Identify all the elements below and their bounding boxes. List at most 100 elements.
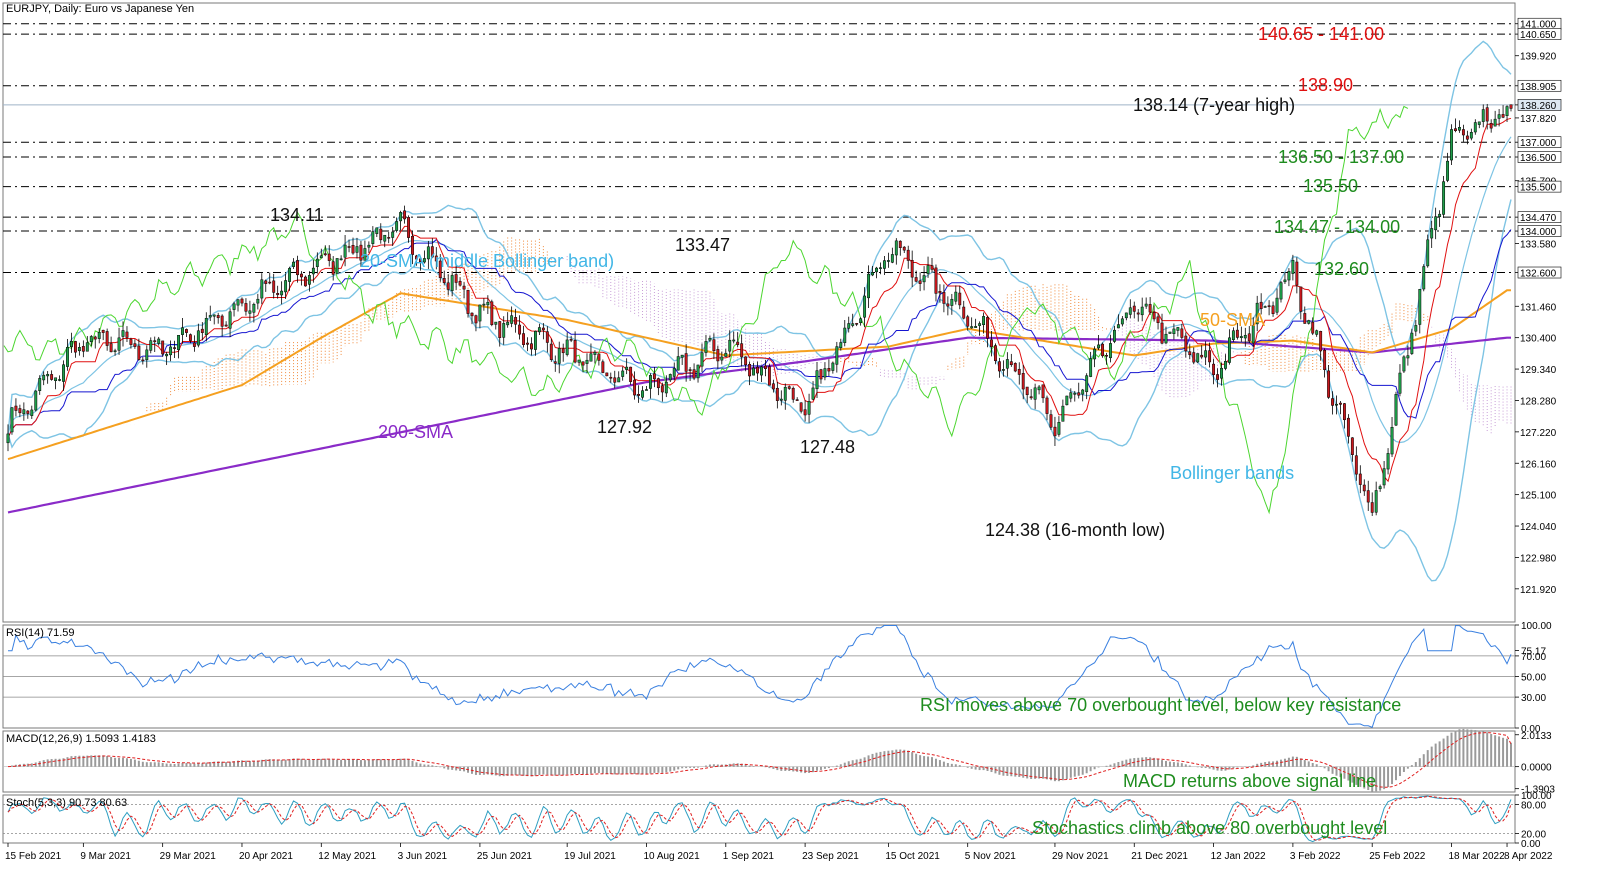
candle-body <box>1239 336 1243 338</box>
candle-body <box>109 343 113 353</box>
price-axis-tag <box>1517 211 1562 223</box>
candle-body <box>1275 297 1279 313</box>
candle-body <box>997 361 1001 372</box>
rsi-axis-label: 50.00 <box>1521 673 1546 684</box>
candle-body <box>1216 374 1219 380</box>
candle-body <box>14 405 18 411</box>
candle-body <box>145 349 149 361</box>
candle-body <box>1033 387 1037 400</box>
candle-body <box>649 375 652 389</box>
x-axis-label: 29 Mar 2021 <box>160 851 217 862</box>
candle-body <box>752 367 755 376</box>
candle-body <box>641 390 644 398</box>
candle-body <box>652 373 656 380</box>
candle-body <box>1176 327 1180 331</box>
candle-body <box>656 378 660 389</box>
candle-body <box>839 342 843 348</box>
candle-body <box>268 281 272 284</box>
candle-body <box>1374 490 1378 513</box>
candle-body <box>93 336 97 340</box>
candle-body <box>383 234 387 242</box>
window-title: EURJPY, Daily: Euro vs Japanese Yen <box>6 3 195 15</box>
candle-body <box>478 304 482 322</box>
candle-body <box>1390 426 1394 455</box>
candle-body <box>1350 437 1354 455</box>
candle-body <box>1013 363 1017 372</box>
x-axis-label: 18 Mar 2022 <box>1449 851 1506 862</box>
candle-body <box>149 340 153 351</box>
candle-body <box>898 240 902 248</box>
candle-body <box>609 376 613 379</box>
sma50-line <box>7 289 1511 461</box>
candle-body <box>192 342 196 347</box>
candle-body <box>958 292 962 306</box>
rsi-axis-label: 0.00 <box>1521 724 1541 735</box>
candle-body <box>1422 266 1426 290</box>
candle-body <box>66 347 69 367</box>
candle-body <box>1081 389 1085 395</box>
x-axis-label: 10 Aug 2021 <box>643 851 700 862</box>
candle-body <box>843 327 847 344</box>
level-label-134-47-134-00: 134.47 - 134.00 <box>1274 217 1401 237</box>
candle-body <box>1148 304 1152 313</box>
candle-body <box>553 361 557 364</box>
candle-body <box>1069 392 1073 399</box>
x-axis-label: 15 Feb 2021 <box>5 851 62 862</box>
candle-body <box>518 324 522 335</box>
candle-body <box>990 339 993 348</box>
candle-body <box>1442 181 1446 215</box>
x-axis-label: 3 Feb 2022 <box>1290 851 1341 862</box>
candle-body <box>549 343 553 360</box>
candle-body <box>835 346 839 365</box>
x-axis-label: 15 Oct 2021 <box>885 851 940 862</box>
candle-body <box>403 210 407 220</box>
seven-year-high-label: 138.14 (7-year high) <box>1133 95 1296 115</box>
candle-body <box>1394 394 1398 426</box>
candle-body <box>204 318 208 335</box>
x-axis-label: 12 Jan 2022 <box>1211 851 1266 862</box>
candle-body <box>851 323 855 326</box>
candle-body <box>1021 373 1025 390</box>
candle-body <box>605 372 609 377</box>
candle-body <box>1386 453 1390 470</box>
candle-body <box>157 338 161 344</box>
price-axis-label: 138.905 <box>1520 82 1557 93</box>
candle-body <box>974 326 978 328</box>
panel-frame-macd <box>2 730 1516 793</box>
x-axis-label: 8 Apr 2022 <box>1504 851 1553 862</box>
price-axis-label: 125.100 <box>1520 491 1557 502</box>
candle-body <box>672 368 676 377</box>
candle-body <box>1497 114 1501 119</box>
x-axis-label: 25 Feb 2022 <box>1369 851 1426 862</box>
candle-body <box>375 227 379 234</box>
candle-body <box>589 353 593 362</box>
bollinger-lower-line <box>7 199 1512 582</box>
candle-body <box>101 329 105 333</box>
candle-body <box>367 244 371 248</box>
x-axis-label: 25 Jun 2021 <box>477 851 532 862</box>
candle-body <box>926 265 930 274</box>
candle-body <box>113 350 117 352</box>
candle-body <box>331 261 335 275</box>
price-axis-tag <box>1517 266 1562 279</box>
price-axis-tag <box>1517 180 1562 193</box>
candle-body <box>613 377 617 383</box>
candle-body <box>561 348 565 354</box>
panel-frame-stoch <box>2 794 1516 844</box>
candle-body <box>1085 375 1089 393</box>
sma200-label: 200-SMA <box>378 422 454 442</box>
candle-body <box>173 347 176 349</box>
candle-body <box>224 324 228 327</box>
stoch-signal-line <box>7 795 1512 841</box>
price-axis-label: 130.400 <box>1520 334 1557 345</box>
candle-body <box>621 370 625 377</box>
candle-body <box>216 315 220 319</box>
candle-body <box>982 316 986 326</box>
candle-body <box>918 280 922 284</box>
candle-body <box>1220 367 1223 379</box>
stoch-main-line <box>7 795 1512 843</box>
candle-body <box>1465 135 1469 140</box>
candle-body <box>1208 350 1212 363</box>
candle-body <box>343 244 347 258</box>
